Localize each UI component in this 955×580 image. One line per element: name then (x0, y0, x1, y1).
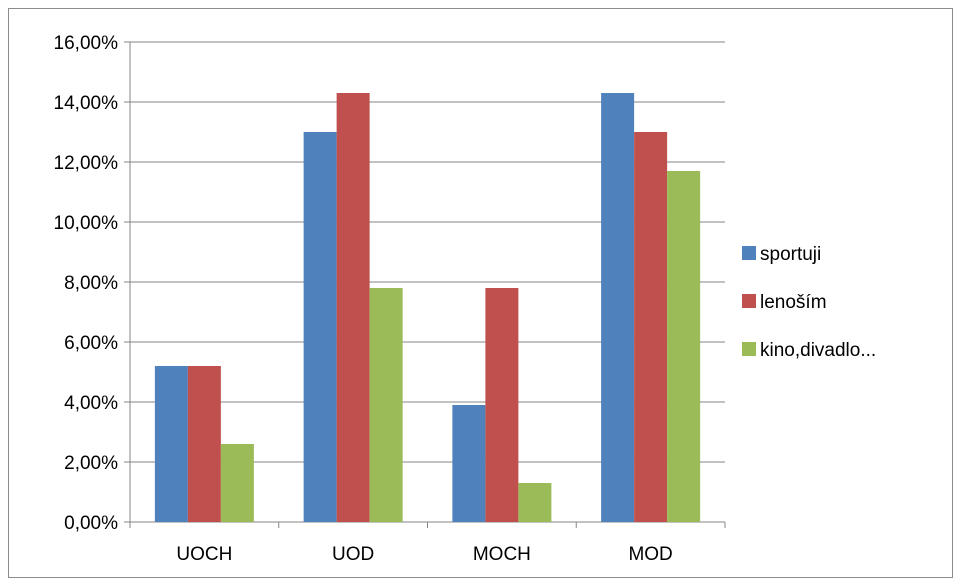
x-tick-label: MOCH (473, 544, 531, 565)
y-tick-label: 8,00% (64, 273, 118, 294)
y-tick-label: 12,00% (54, 153, 119, 174)
y-tick-label: 0,00% (64, 513, 118, 534)
bar (154, 366, 188, 522)
legend-swatch (742, 342, 756, 356)
legend-label: lenoším (760, 292, 827, 313)
bar (518, 483, 552, 522)
x-tick-label: MOD (628, 544, 672, 565)
bar (220, 444, 254, 522)
bar (452, 405, 486, 522)
legend-label: kino,divadlo... (760, 340, 876, 361)
bar (187, 366, 221, 522)
y-tick-label: 10,00% (54, 213, 119, 234)
legend-swatch (742, 294, 756, 308)
bar (634, 132, 668, 522)
y-tick-label: 14,00% (54, 93, 119, 114)
bar (667, 171, 701, 522)
y-tick-label: 6,00% (64, 333, 118, 354)
bar (369, 288, 403, 522)
bar (485, 288, 519, 522)
legend-label: sportuji (760, 244, 821, 265)
bar (336, 93, 370, 522)
legend-swatch (742, 246, 756, 260)
x-tick-label: UOCH (176, 544, 232, 565)
bar (303, 132, 337, 522)
bar (601, 93, 635, 522)
y-tick-label: 2,00% (64, 453, 118, 474)
y-tick-label: 4,00% (64, 393, 118, 414)
x-tick-label: UOD (332, 544, 374, 565)
y-tick-label: 16,00% (54, 33, 119, 54)
